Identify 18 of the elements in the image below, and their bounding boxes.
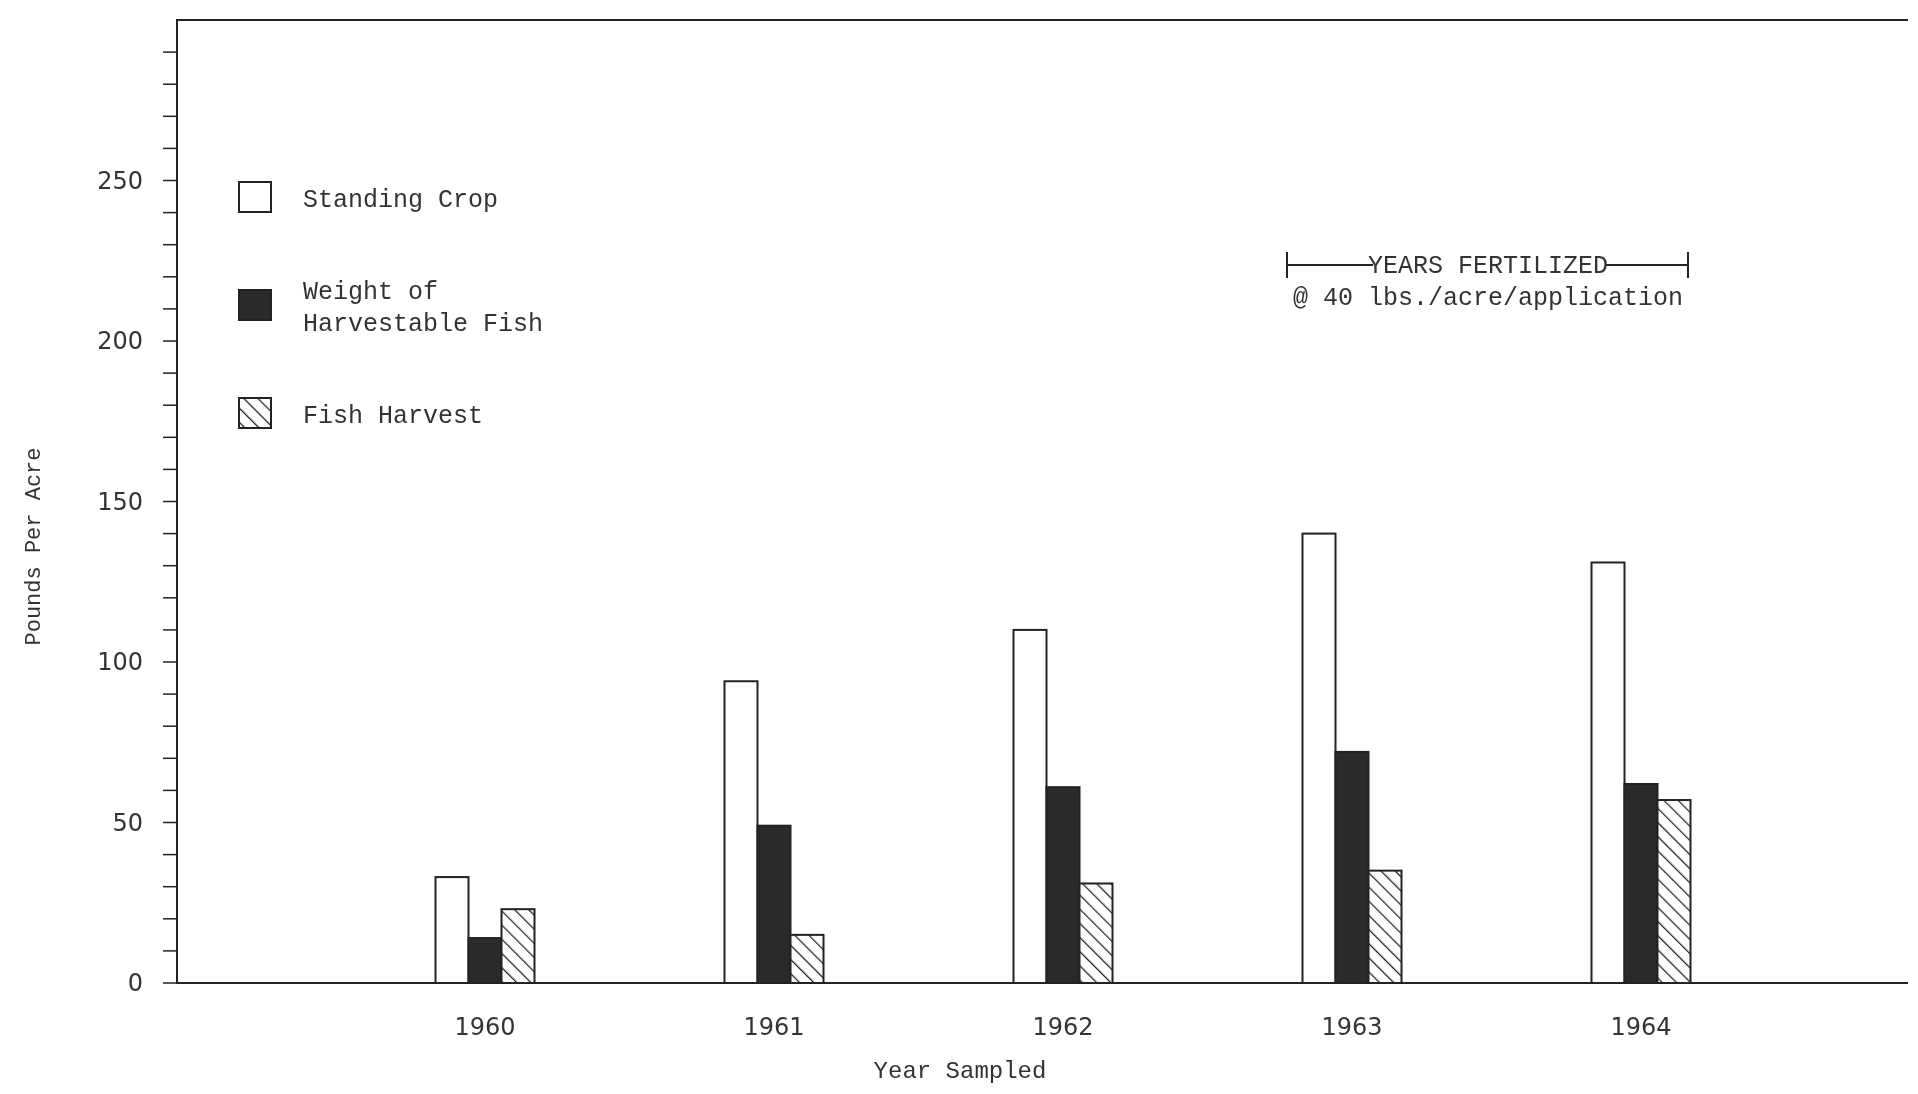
x-axis-title: Year Sampled [873,1058,1047,1085]
y-tick-label: 250 [97,166,143,195]
x-tick-label: 1960 [454,1013,516,1041]
legend-label: Fish Harvest [303,401,484,431]
x-tick-label: 1962 [1032,1013,1094,1041]
y-tick-label: 200 [97,327,143,356]
x-tick-label: 1964 [1610,1013,1672,1041]
legend-label: Standing Crop [303,185,499,215]
y-tick-label: 150 [97,487,143,516]
legend-label: Weight of Harvestable Fish [303,277,544,340]
y-axis-title: Pounds Per Acre [22,447,47,646]
y-tick-label: 100 [97,648,143,677]
x-tick-label: 1963 [1321,1013,1383,1041]
annotation: YEARS FERTILIZED [1367,252,1609,281]
y-tick-label: 0 [127,969,143,998]
y-tick-label: 50 [112,808,143,837]
x-tick-label: 1961 [743,1013,805,1041]
annotation: @ 40 lbs./acre/application [1292,284,1684,313]
